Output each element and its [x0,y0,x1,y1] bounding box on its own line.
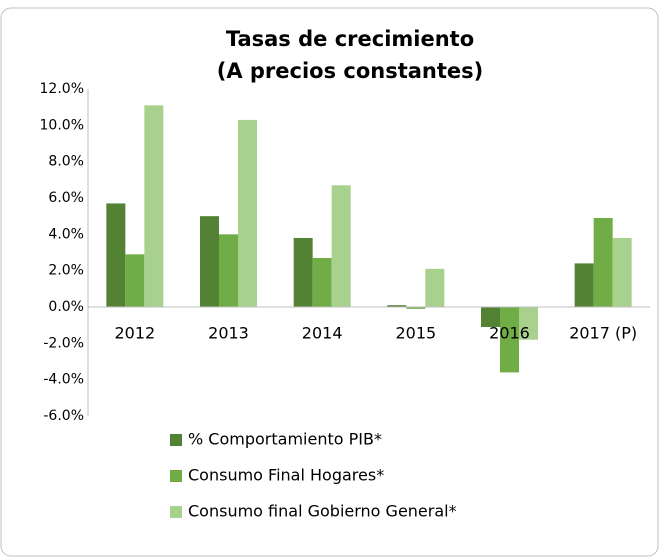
chart-title: Tasas de crecimiento [226,27,474,51]
x-tick-label: 2016 [489,324,530,343]
bar [200,216,219,307]
legend-swatch [170,470,182,482]
bar [238,119,257,307]
bar [425,268,445,307]
bar [574,263,594,307]
bar [312,257,332,307]
y-tick-label: 4.0% [48,226,84,242]
bar [481,307,500,327]
chart-title: (A precios constantes) [217,59,484,83]
bar [331,185,351,307]
x-tick-label: 2015 [395,324,436,343]
x-tick-label: 2013 [208,324,249,343]
bar [612,237,632,307]
y-tick-label: -2.0% [43,335,84,351]
x-tick-label: 2012 [114,324,155,343]
y-tick-label: 0.0% [48,299,84,315]
y-tick-label: -4.0% [43,372,84,388]
legend-label: Consumo Final Hogares* [188,466,384,485]
bar [219,234,238,307]
legend-swatch [170,434,182,446]
bar [106,203,126,307]
x-tick-label: 2017 (P) [569,324,637,343]
y-tick-label: 2.0% [48,263,84,279]
y-tick-label: 6.0% [48,190,84,206]
y-tick-label: -6.0% [43,408,84,424]
y-tick-label: 10.0% [40,117,84,133]
bar [406,307,426,309]
bar [519,307,538,340]
legend-swatch [170,506,182,518]
bar [293,237,313,307]
bar [125,254,145,307]
bar [144,105,164,307]
legend-label: % Comportamiento PIB* [188,430,382,449]
x-tick-label: 2014 [302,324,343,343]
legend-label: Consumo final Gobierno General* [188,502,457,521]
y-tick-label: 12.0% [40,81,84,97]
bar [387,305,407,307]
y-tick-label: 8.0% [48,154,84,170]
bar [500,307,519,373]
bar [593,217,613,307]
